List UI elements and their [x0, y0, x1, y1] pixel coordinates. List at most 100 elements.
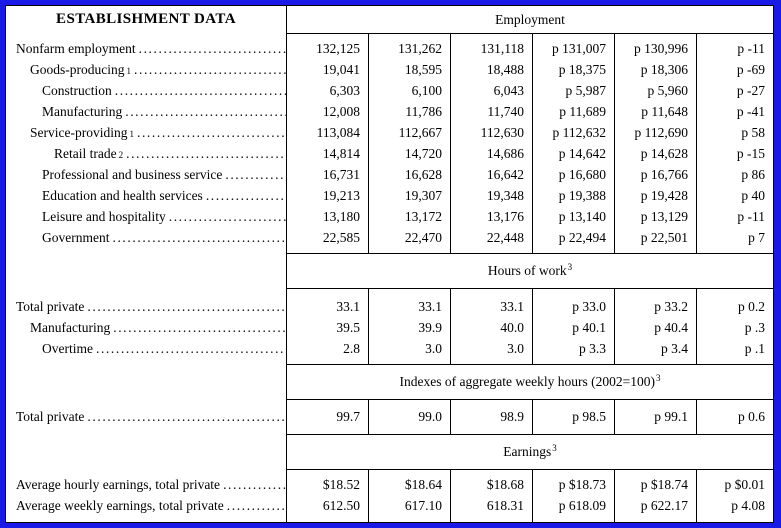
value-cell: 40.0: [450, 317, 533, 339]
spacer-cell: [450, 33, 533, 39]
value-cell: p -27: [736, 83, 765, 98]
row-label-cell: Total private: [5, 296, 287, 318]
value-cell: 19,307: [368, 185, 451, 207]
value-cell: p 622.17: [614, 495, 697, 517]
value-cell: 22,585: [286, 227, 369, 249]
value-cell: p 19,388: [532, 185, 615, 207]
value-cell: 14,814: [286, 143, 369, 165]
value-cell: p 86: [741, 167, 765, 182]
value-cell: p 11,689: [532, 101, 615, 123]
dotted-leader: [122, 104, 285, 120]
value-cell: 617.10: [368, 495, 451, 517]
value-cell: 98.9: [450, 406, 533, 428]
row-label-text: Construction: [42, 83, 112, 98]
establishment-data-title: ESTABLISHMENT DATA: [5, 5, 287, 34]
value-cell: p 14,642: [532, 143, 615, 165]
value-cell: p 7: [748, 230, 765, 245]
row-label: Nonfarm employment: [6, 41, 286, 57]
value-cell: p 58: [741, 125, 765, 140]
spacer-cell: [368, 516, 451, 522]
value-cell: p 19,428: [614, 185, 697, 207]
value-cell: p 40: [741, 188, 765, 203]
spacer-cell: [532, 427, 615, 435]
value-cell: p 5,987: [532, 80, 615, 102]
row-label-cell: Construction: [5, 80, 287, 102]
row-label: Overtime: [6, 341, 286, 357]
row-label-text: Goods-producing: [30, 62, 125, 77]
value-cell: p 0.6: [738, 409, 765, 424]
value-cell: 19,041: [286, 59, 369, 81]
spacer-cell: [368, 427, 451, 435]
row-label: Manufacturing: [6, 320, 286, 336]
establishment-data-table: ESTABLISHMENT DATA Employment Nonfarm em…: [5, 5, 774, 523]
spacer-cell: [614, 516, 697, 522]
value-cell: p 130,996: [614, 38, 697, 60]
row-label: Total private: [6, 299, 286, 315]
table-row: Education and health services 19,21319,30…: [5, 185, 774, 207]
spacer-cell: [450, 399, 533, 407]
spacer-cell: [614, 248, 697, 254]
section-band-text: Earnings: [503, 444, 552, 459]
value-cell: p 13,140: [532, 206, 615, 228]
spacer-cell: [5, 33, 287, 39]
section-band-text: Indexes of aggregate weekly hours (2002=…: [399, 374, 655, 389]
value-cell: $18.64: [368, 474, 451, 496]
spacer-row: [5, 359, 774, 365]
value-cell: p .3: [744, 320, 765, 335]
value-cell: 13,180: [286, 206, 369, 228]
value-cell: p -41: [736, 104, 765, 119]
spacer-cell: [368, 359, 451, 365]
value-cell: 131,262: [368, 38, 451, 60]
spacer-cell: [286, 248, 369, 254]
spacer-cell: [286, 399, 369, 407]
section-band-row: Earnings3: [5, 434, 774, 470]
section-band-text: Hours of work: [487, 263, 567, 278]
table-row: Overtime2.83.03.0p 3.3p 3.4p .1: [5, 338, 774, 360]
value-cell: p $18.73: [532, 474, 615, 496]
row-label: Education and health services: [6, 188, 286, 204]
value-cell: 33.1: [286, 296, 369, 318]
spacer-cell: [532, 469, 615, 475]
value-cell: p 22,501: [614, 227, 697, 249]
spacer-row: [5, 33, 774, 39]
value-cell: p -15: [736, 146, 765, 161]
row-label-text: Education and health services: [42, 188, 203, 203]
value-cell: 112,630: [450, 122, 533, 144]
row-label-cell: Manufacturing: [5, 317, 287, 339]
section-band-title: Hours of work3: [286, 253, 774, 289]
spacer-cell: [532, 359, 615, 365]
value-cell: p 33.0: [532, 296, 615, 318]
row-label: Construction: [6, 83, 286, 99]
row-label-text: Average weekly earnings, total private: [16, 498, 224, 513]
table-row: Professional and business service16,7311…: [5, 164, 774, 186]
row-label: Manufacturing: [6, 104, 286, 120]
spacer-cell: [614, 469, 697, 475]
spacer-cell: [614, 427, 697, 435]
spacer-cell: [5, 288, 287, 297]
table-row: Average hourly earnings, total private $1…: [5, 474, 774, 496]
row-label-cell: Leisure and hospitality: [5, 206, 287, 228]
value-cell: 12,008: [286, 101, 369, 123]
dotted-leader: [123, 146, 285, 162]
value-cell: p 131,007: [532, 38, 615, 60]
spacer-cell: [532, 33, 615, 39]
spacer-cell: [532, 399, 615, 407]
value-cell: 22,470: [368, 227, 451, 249]
dotted-leader: [222, 167, 285, 183]
value-cell: p 0.2: [738, 299, 765, 314]
row-label: Goods-producing 1: [6, 62, 286, 78]
value-cell: 39.9: [368, 317, 451, 339]
row-label: Service-providing 1: [6, 125, 286, 141]
value-cell: 612.50: [286, 495, 369, 517]
value-cell: 618.31: [450, 495, 533, 517]
spacer-cell: [368, 288, 451, 297]
value-cell: p $0.01: [724, 477, 766, 492]
spacer-cell: [614, 288, 697, 297]
spacer-cell: [368, 248, 451, 254]
value-cell: 39.5: [286, 317, 369, 339]
spacer-cell: [697, 517, 774, 523]
value-cell: 14,720: [368, 143, 451, 165]
value-cell: p 99.1: [614, 406, 697, 428]
